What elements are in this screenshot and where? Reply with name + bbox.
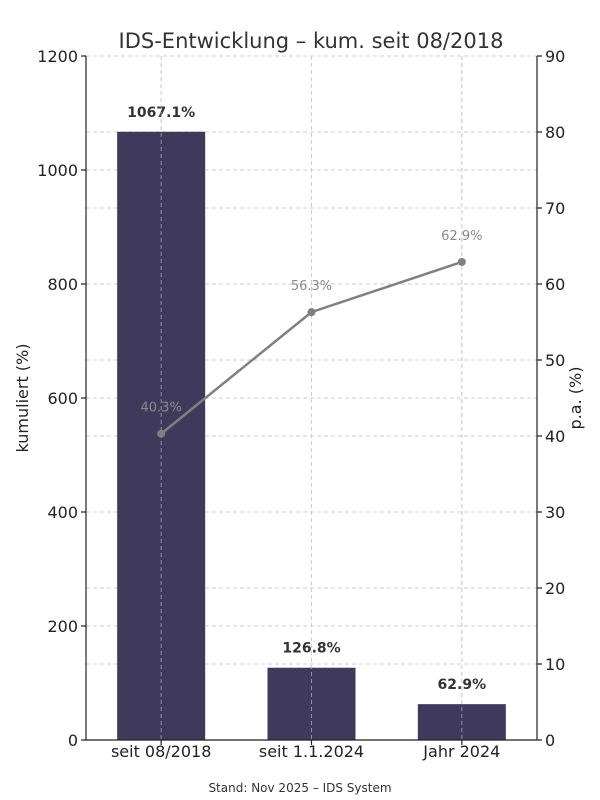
chart-title: IDS-Entwicklung – kum. seit 08/2018 [119, 29, 504, 53]
footnote: Stand: Nov 2025 – IDS System [208, 781, 391, 795]
line-data-label: 62.9% [441, 229, 482, 244]
y-tick-right-label: 30 [545, 503, 565, 522]
bar-data-label: 62.9% [438, 677, 487, 693]
y-tick-left-label: 1200 [37, 47, 78, 66]
y-axis-right-label: p.a. (%) [566, 367, 585, 430]
series-point [157, 429, 166, 438]
y-tick-left-label: 400 [47, 503, 78, 522]
series-point [307, 308, 316, 317]
y-tick-right-label: 0 [545, 731, 555, 750]
series-point [457, 257, 466, 266]
axis-layer: 0 200 400 600 800 1000 1200 0 10 20 30 40 50 60 70 80 90… [37, 47, 565, 761]
y-tick-left-label: 0 [68, 731, 78, 750]
y-tick-right-label: 50 [545, 351, 565, 370]
line-data-label: 40.3% [141, 401, 182, 416]
y-tick-right-label: 80 [545, 123, 565, 142]
line-data-label: 56.3% [291, 279, 332, 294]
y-tick-right-label: 20 [545, 579, 565, 598]
line-layer: 40.3% 56.3% 62.9% [141, 229, 482, 438]
bar-data-label: 126.8% [282, 641, 340, 657]
x-tick-label: Jahr 2024 [422, 742, 500, 761]
y-tick-right-label: 60 [545, 275, 565, 294]
y-tick-right-label: 90 [545, 47, 565, 66]
y-axis-left-label: kumuliert (%) [13, 344, 32, 453]
y-tick-left-label: 200 [47, 617, 78, 636]
y-tick-left-label: 600 [47, 389, 78, 408]
y-tick-left-label: 800 [47, 275, 78, 294]
y-tick-right-label: 40 [545, 427, 565, 446]
y-tick-right-label: 10 [545, 655, 565, 674]
x-tick-label: seit 08/2018 [111, 742, 211, 761]
x-tick-label: seit 1.1.2024 [259, 742, 364, 761]
y-tick-right-label: 70 [545, 199, 565, 218]
y-tick-left-label: 1000 [37, 161, 78, 180]
